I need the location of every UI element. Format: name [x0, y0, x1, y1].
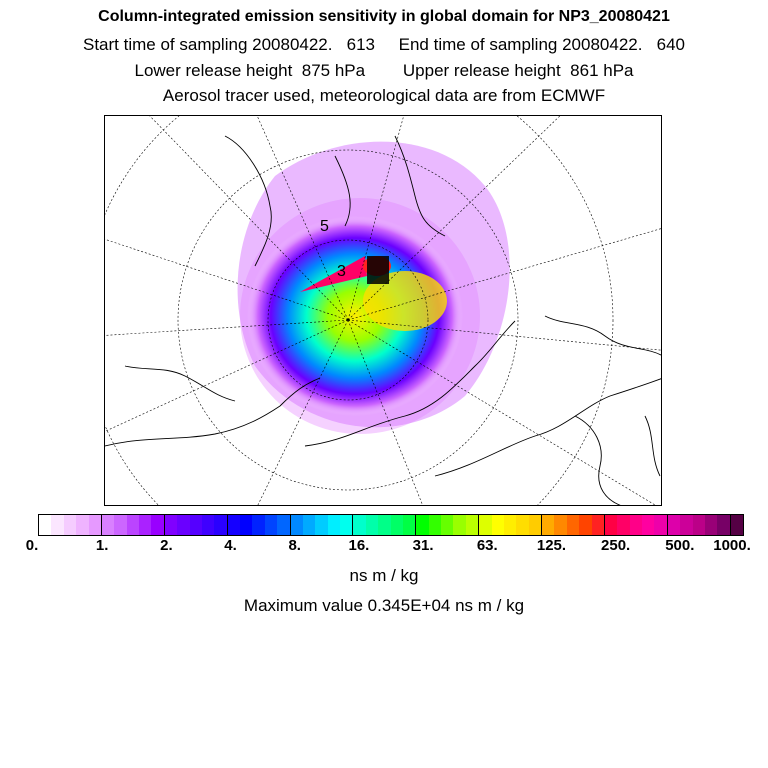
- colorbar-swatch: [416, 515, 429, 535]
- sampling-time: Start time of sampling 20080422. 613 End…: [83, 35, 685, 54]
- colorbar-swatch: [642, 515, 655, 535]
- colorbar-swatch: [51, 515, 64, 535]
- colorbar-swatch: [453, 515, 466, 535]
- colorbar-swatch: [88, 515, 102, 535]
- coastlines: [105, 135, 661, 505]
- colorbar-swatch: [139, 515, 152, 535]
- colorbar-swatch: [126, 515, 139, 535]
- colorbar-swatch: [214, 515, 228, 535]
- colorbar-swatch: [378, 515, 391, 535]
- colorbar-swatch: [302, 515, 316, 535]
- colorbar-swatch: [402, 515, 417, 535]
- colorbar-swatch: [201, 515, 215, 535]
- colorbar-swatch: [692, 515, 705, 535]
- colorbar-swatch: [516, 515, 529, 535]
- colorbar-tick-label: 8.: [288, 537, 301, 554]
- colorbar-swatch: [465, 515, 480, 535]
- colorbar-tick-label: 1000.: [713, 537, 751, 554]
- colorbar-swatch: [39, 515, 52, 535]
- plume-red-streak: [300, 256, 367, 292]
- colorbar-swatch: [101, 515, 115, 535]
- colorbar-swatch: [252, 515, 265, 535]
- tracer-info: Aerosol tracer used, meteorological data…: [162, 86, 606, 105]
- colorbar-swatch: [264, 515, 278, 535]
- colorbar-swatch: [491, 515, 504, 535]
- plume-yellow: [363, 271, 447, 331]
- colorbar-swatch: [591, 515, 605, 535]
- map-panel: 5 3: [104, 115, 662, 506]
- colorbar-swatch: [579, 515, 592, 535]
- colorbar-swatch: [164, 515, 178, 535]
- colorbar-swatch: [114, 515, 127, 535]
- colorbar-swatch: [315, 515, 328, 535]
- colorbar-swatch: [353, 515, 366, 535]
- colorbar-swatch: [290, 515, 303, 535]
- colorbar-swatch: [704, 515, 718, 535]
- colorbar-tick-label: 16.: [348, 537, 370, 554]
- colorbar-swatch: [566, 515, 580, 535]
- colorbar-swatch: [76, 515, 89, 535]
- colorbar-swatch: [240, 515, 253, 535]
- colorbar-swatch: [680, 515, 693, 535]
- colorbar-swatch: [327, 515, 340, 535]
- colorbar-swatch: [667, 515, 681, 535]
- colorbar-tick-label: 4.: [224, 537, 237, 554]
- colorbar-swatch: [654, 515, 668, 535]
- release-marker-5: 5: [320, 218, 329, 235]
- colorbar-swatch: [177, 515, 190, 535]
- colorbar-swatch: [428, 515, 441, 535]
- colorbar-swatch: [390, 515, 403, 535]
- release-site-labels: [367, 256, 389, 284]
- release-height: Lower release height 875 hPa Upper relea…: [134, 61, 634, 80]
- polar-map: 5 3: [105, 116, 661, 505]
- colorbar-swatch: [528, 515, 542, 535]
- maximum-value: Maximum value 0.345E+04 ns m / kg: [243, 596, 525, 615]
- colorbar-tick-label: 31.: [412, 537, 434, 554]
- colorbar-tick-label: 500.: [665, 537, 695, 554]
- release-marker-3: 3: [337, 263, 346, 280]
- colorbar-swatch: [277, 515, 291, 535]
- colorbar-tick-label: 0.: [25, 537, 39, 554]
- colorbar-swatch: [554, 515, 567, 535]
- colorbar-swatch: [617, 515, 630, 535]
- colorbar-swatch: [151, 515, 165, 535]
- colorbar-swatch: [503, 515, 517, 535]
- colorbar-swatch: [730, 515, 743, 535]
- colorbar-swatch: [479, 515, 492, 535]
- colorbar-tick-label: 250.: [601, 537, 631, 554]
- plume-core: [247, 216, 463, 416]
- colorbar-swatch: [441, 515, 454, 535]
- graticule: [105, 116, 661, 505]
- colorbar-swatch: [629, 515, 642, 535]
- colorbar-swatch: [227, 515, 240, 535]
- colorbar-swatch: [542, 515, 555, 535]
- colorbar: [38, 514, 744, 536]
- colorbar-swatch: [189, 515, 202, 535]
- colorbar-tick-label: 2.: [160, 537, 173, 554]
- plot-title: Column-integrated emission sensitivity i…: [98, 8, 670, 25]
- colorbar-swatch: [717, 515, 731, 535]
- colorbar-tick-label: 63.: [476, 537, 498, 554]
- colorbar-swatch: [365, 515, 379, 535]
- colorbar-tick-label: 1.: [95, 537, 109, 554]
- colorbar-tick-label: 125.: [536, 537, 567, 554]
- colorbar-swatch: [63, 515, 77, 535]
- units-label: ns m / kg: [349, 566, 419, 585]
- colorbar-swatch: [604, 515, 618, 535]
- colorbar-swatch: [340, 515, 354, 535]
